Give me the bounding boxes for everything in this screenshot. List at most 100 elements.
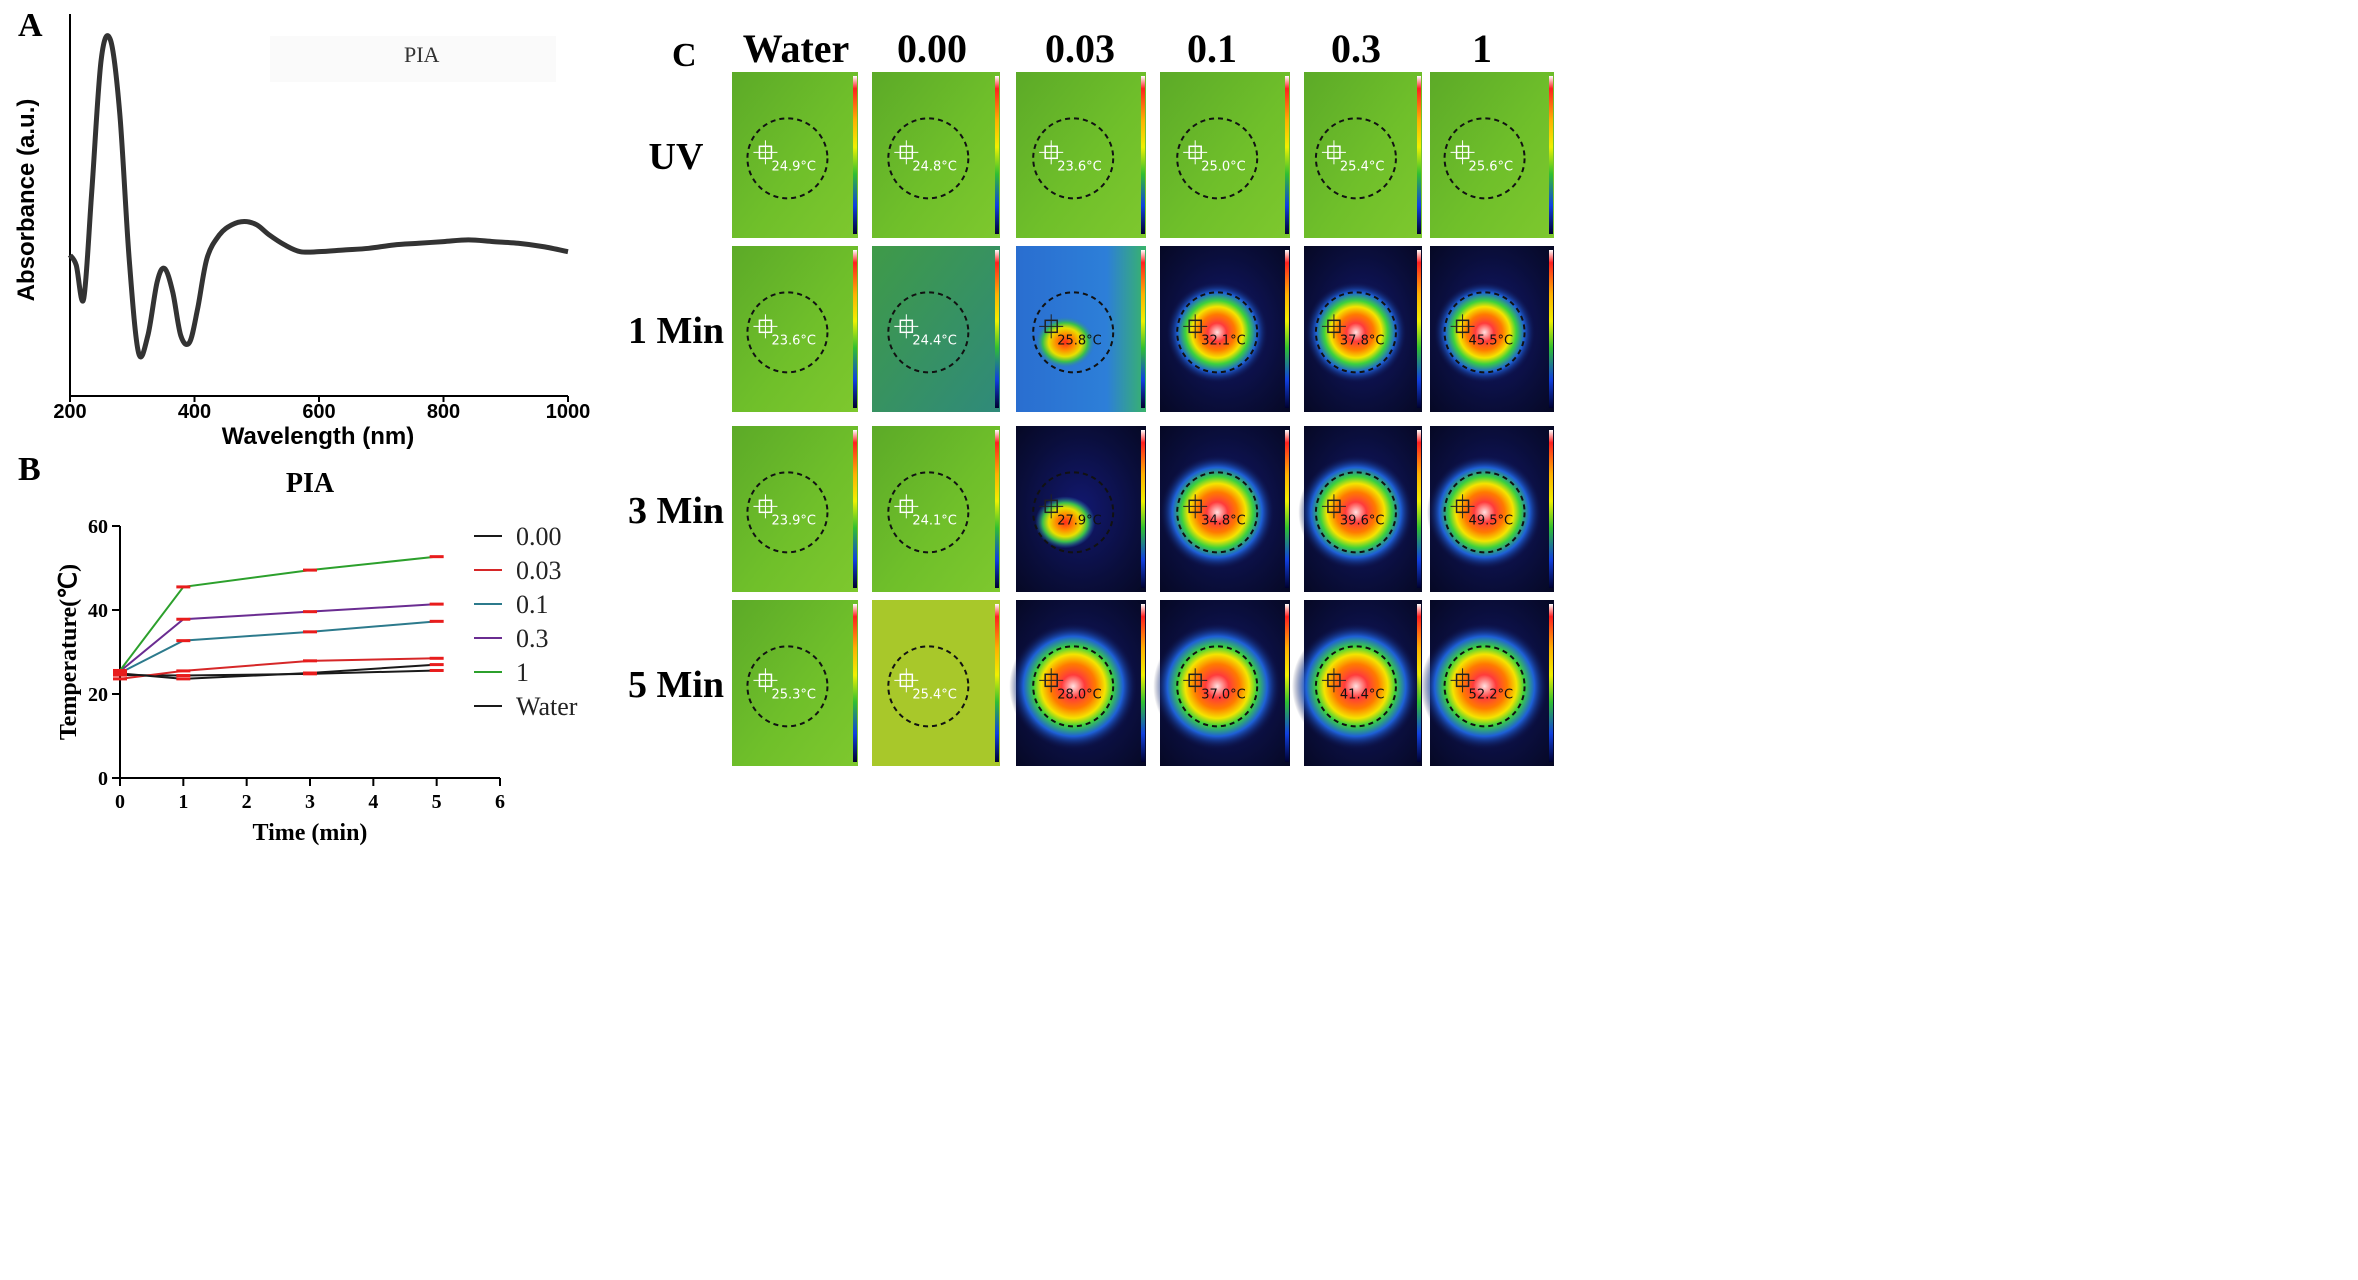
measurement-circle <box>1032 645 1115 728</box>
color-scale-bar <box>995 604 999 762</box>
color-scale-bar <box>1285 430 1289 588</box>
measurement-circle <box>1443 117 1526 200</box>
legend-entry: 0.1 <box>516 590 549 619</box>
color-scale-bar <box>1285 76 1289 234</box>
panel-c-thermal-grid: Water 0.00 0.03 0.1 0.3 1 UV 1 Min 3 Min 5 Min 2… <box>628 26 1554 766</box>
color-scale-bar <box>1549 604 1553 762</box>
temperature-reading: 24.4°C <box>912 333 957 348</box>
y-axis-title: Temperature(℃) <box>56 564 82 740</box>
thermal-image: 49.5°C <box>1426 426 1554 592</box>
series-line-0-03 <box>119 657 437 680</box>
thermal-image: 37.8°C <box>1304 246 1422 412</box>
temperature-reading: 25.0°C <box>1201 159 1246 174</box>
thermal-image: 25.8°C <box>1016 246 1146 412</box>
x-tick-label: 2 <box>242 791 252 813</box>
row-header: UV <box>649 136 704 178</box>
hotspot <box>1166 281 1269 384</box>
measurement-circle <box>1314 471 1397 554</box>
panel-label-c: C <box>672 37 697 74</box>
x-tick-label: 3 <box>305 791 315 813</box>
hotspot <box>1291 622 1420 751</box>
temperature-reading: 37.8°C <box>1340 333 1385 348</box>
thermal-background <box>872 246 1000 412</box>
y-axis-title: Absorbance (a.u.) <box>13 99 40 302</box>
color-scale-bar <box>1417 250 1421 408</box>
row-header: 1 Min <box>628 310 724 352</box>
thermal-image: 52.2°C <box>1420 600 1554 766</box>
temperature-reading: 39.6°C <box>1340 513 1385 528</box>
legend-entry: 0.00 <box>516 522 562 551</box>
thermal-image: 23.6°C <box>1016 72 1146 238</box>
chart-title: PIA <box>286 468 335 499</box>
thermal-image: 28.0°C <box>1009 600 1146 766</box>
thermal-image: 27.9°C <box>1016 426 1146 592</box>
series-line-water <box>119 663 437 680</box>
absorbance-series-line <box>67 33 569 360</box>
x-tick-label: 5 <box>432 791 442 813</box>
x-axis-title: Time (min) <box>253 820 368 846</box>
thermal-image: 25.6°C <box>1430 72 1554 238</box>
temperature-reading: 25.8°C <box>1057 333 1102 348</box>
column-header: 0.3 <box>1331 26 1381 71</box>
color-scale-bar <box>1549 250 1553 408</box>
temperature-reading: 28.0°C <box>1057 687 1102 702</box>
measurement-circle <box>887 645 970 728</box>
thermal-image: 41.4°C <box>1291 600 1422 766</box>
temperature-reading: 23.9°C <box>771 513 816 528</box>
color-scale-bar <box>995 76 999 234</box>
temperature-reading: 27.9°C <box>1057 513 1102 528</box>
color-scale-bar <box>853 250 857 408</box>
column-header: Water <box>743 26 850 71</box>
legend-box <box>270 36 556 82</box>
thermal-background <box>732 426 858 592</box>
thermal-image: 39.6°C <box>1298 426 1422 592</box>
series-line-0-3 <box>119 603 437 673</box>
temperature-reading: 45.5°C <box>1469 333 1514 348</box>
color-scale-bar <box>853 76 857 234</box>
measurement-circle <box>746 471 829 554</box>
column-header: 1 <box>1472 26 1492 71</box>
color-scale-bar <box>1417 430 1421 588</box>
measurement-circle <box>1032 291 1115 374</box>
thermal-image: 37.0°C <box>1153 600 1290 766</box>
legend-entry: Water <box>516 692 578 721</box>
measurement-circle <box>1314 291 1397 374</box>
thermal-image: 24.4°C <box>872 246 1000 412</box>
thermal-image: 45.5°C <box>1430 246 1554 412</box>
color-scale-bar <box>1285 604 1289 762</box>
measurement-circle <box>1176 291 1259 374</box>
hotspot <box>1433 281 1536 384</box>
thermal-background <box>732 72 858 238</box>
color-scale-bar <box>1285 250 1289 408</box>
temperature-reading: 23.6°C <box>1057 159 1102 174</box>
y-tick-label: 20 <box>88 684 108 706</box>
thermal-image: 24.1°C <box>872 426 1000 592</box>
temperature-reading: 24.8°C <box>912 159 957 174</box>
color-scale-bar <box>1549 76 1553 234</box>
thermal-background <box>1304 72 1422 238</box>
color-scale-bar <box>1141 604 1145 762</box>
series-line-1 <box>119 555 437 672</box>
measurement-circle <box>1176 117 1259 200</box>
thermal-background <box>732 600 858 766</box>
thermal-image: 25.4°C <box>872 600 1000 766</box>
measurement-circle <box>1032 117 1115 200</box>
x-tick-label: 1 <box>178 791 188 813</box>
x-tick-label: 400 <box>178 401 211 423</box>
measurement-circle <box>746 291 829 374</box>
color-scale-bar <box>995 250 999 408</box>
temperature-reading: 25.4°C <box>1340 159 1385 174</box>
column-header: 0.00 <box>897 26 967 71</box>
x-tick-label: 4 <box>368 791 378 813</box>
color-scale-bar <box>853 430 857 588</box>
legend: 0.00 0.03 0.1 0.3 1 Water <box>474 522 578 721</box>
legend-entry: 0.3 <box>516 624 549 653</box>
thermal-background <box>1430 72 1554 238</box>
measurement-circle <box>1443 291 1526 374</box>
thermal-image: 32.1°C <box>1160 246 1290 412</box>
column-header: 0.03 <box>1045 26 1115 71</box>
thermal-image: 23.6°C <box>732 246 858 412</box>
temperature-reading: 25.3°C <box>771 687 816 702</box>
measurement-circle <box>746 645 829 728</box>
